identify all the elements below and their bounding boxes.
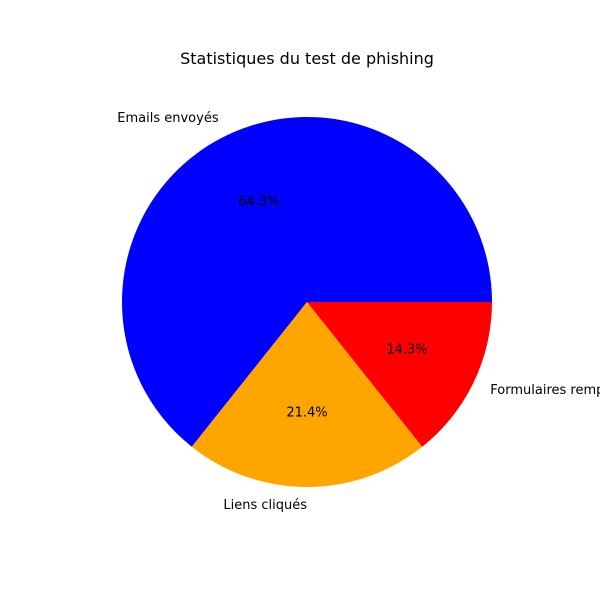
slice-label-emails-envoyes: Emails envoyés (117, 111, 219, 126)
percent-label-formulaires-remplis: 14.3% (386, 343, 427, 358)
pie-labels: Emails envoyés 64.3% Liens cliqués 21.4% For… (117, 111, 600, 513)
pie-slice-liens-cliques (191, 302, 423, 487)
slice-label-liens-cliques: Liens cliqués (223, 498, 307, 513)
pie-slices (122, 117, 492, 487)
chart-title: Statistiques du test de phishing (180, 49, 434, 68)
slice-label-formulaires-remplis: Formulaires remplis (490, 383, 600, 398)
percent-label-emails-envoyes: 64.3% (238, 195, 279, 210)
pie-slice-emails-envoyes (122, 117, 492, 447)
pie-slice-formulaires-remplis (307, 302, 492, 447)
percent-label-liens-cliques: 21.4% (286, 406, 327, 421)
